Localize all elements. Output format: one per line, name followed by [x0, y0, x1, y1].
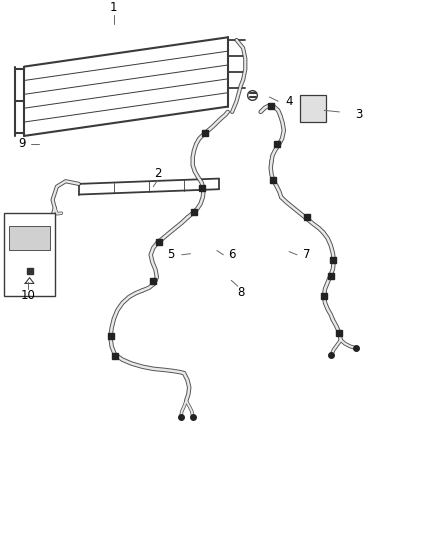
FancyBboxPatch shape	[4, 213, 55, 296]
Text: 9: 9	[18, 138, 26, 150]
Text: 10: 10	[21, 289, 36, 302]
FancyBboxPatch shape	[9, 225, 50, 251]
Text: 1: 1	[110, 2, 118, 14]
FancyBboxPatch shape	[300, 95, 326, 122]
Text: 4: 4	[285, 95, 293, 108]
Text: 2: 2	[154, 167, 162, 180]
Text: 5: 5	[167, 248, 174, 261]
Text: 3: 3	[356, 108, 363, 121]
Text: 8: 8	[237, 286, 244, 298]
Text: 7: 7	[303, 248, 311, 261]
Text: 6: 6	[228, 248, 236, 261]
